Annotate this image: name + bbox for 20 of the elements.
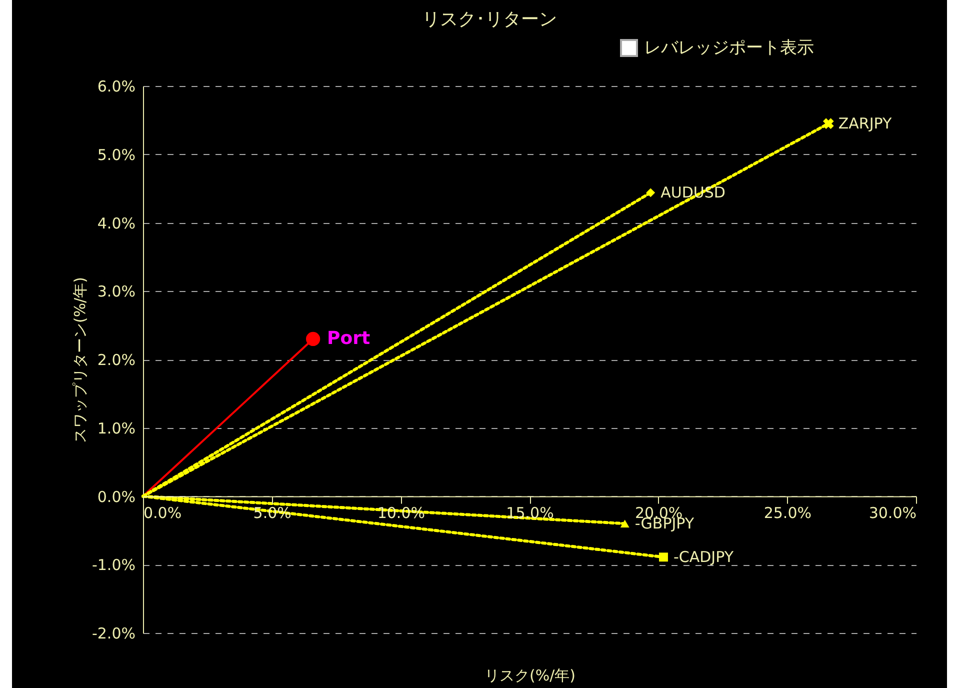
x-tick-label: 0.0% xyxy=(144,504,182,522)
y-tick-label: -1.0% xyxy=(92,556,136,574)
y-tick-label: 4.0% xyxy=(97,214,136,232)
series-label: Port xyxy=(327,328,370,349)
y-axis-title: スワップリターン(%/年) xyxy=(70,276,89,444)
x-tick-label: 15.0% xyxy=(506,504,554,522)
y-tick-label: -2.0% xyxy=(92,624,136,642)
x-axis-title: リスク(%/年) xyxy=(484,666,576,684)
y-tick-label: 2.0% xyxy=(97,351,136,369)
y-tick-label: 0.0% xyxy=(97,488,136,506)
y-tick-label: 3.0% xyxy=(97,282,136,301)
series-label: -CADJPY xyxy=(673,548,734,566)
y-tick-label: 1.0% xyxy=(97,419,136,438)
x-tick-label: 25.0% xyxy=(764,504,812,522)
y-tick-label: 6.0% xyxy=(97,78,136,96)
text: レバレッジポート表示 xyxy=(644,37,814,59)
x-tick-label: 30.0% xyxy=(868,504,916,522)
chart-title: リスク･リターン xyxy=(422,9,557,30)
y-tick-label: 5.0% xyxy=(97,146,136,164)
series-label: ZARJPY xyxy=(838,114,892,133)
